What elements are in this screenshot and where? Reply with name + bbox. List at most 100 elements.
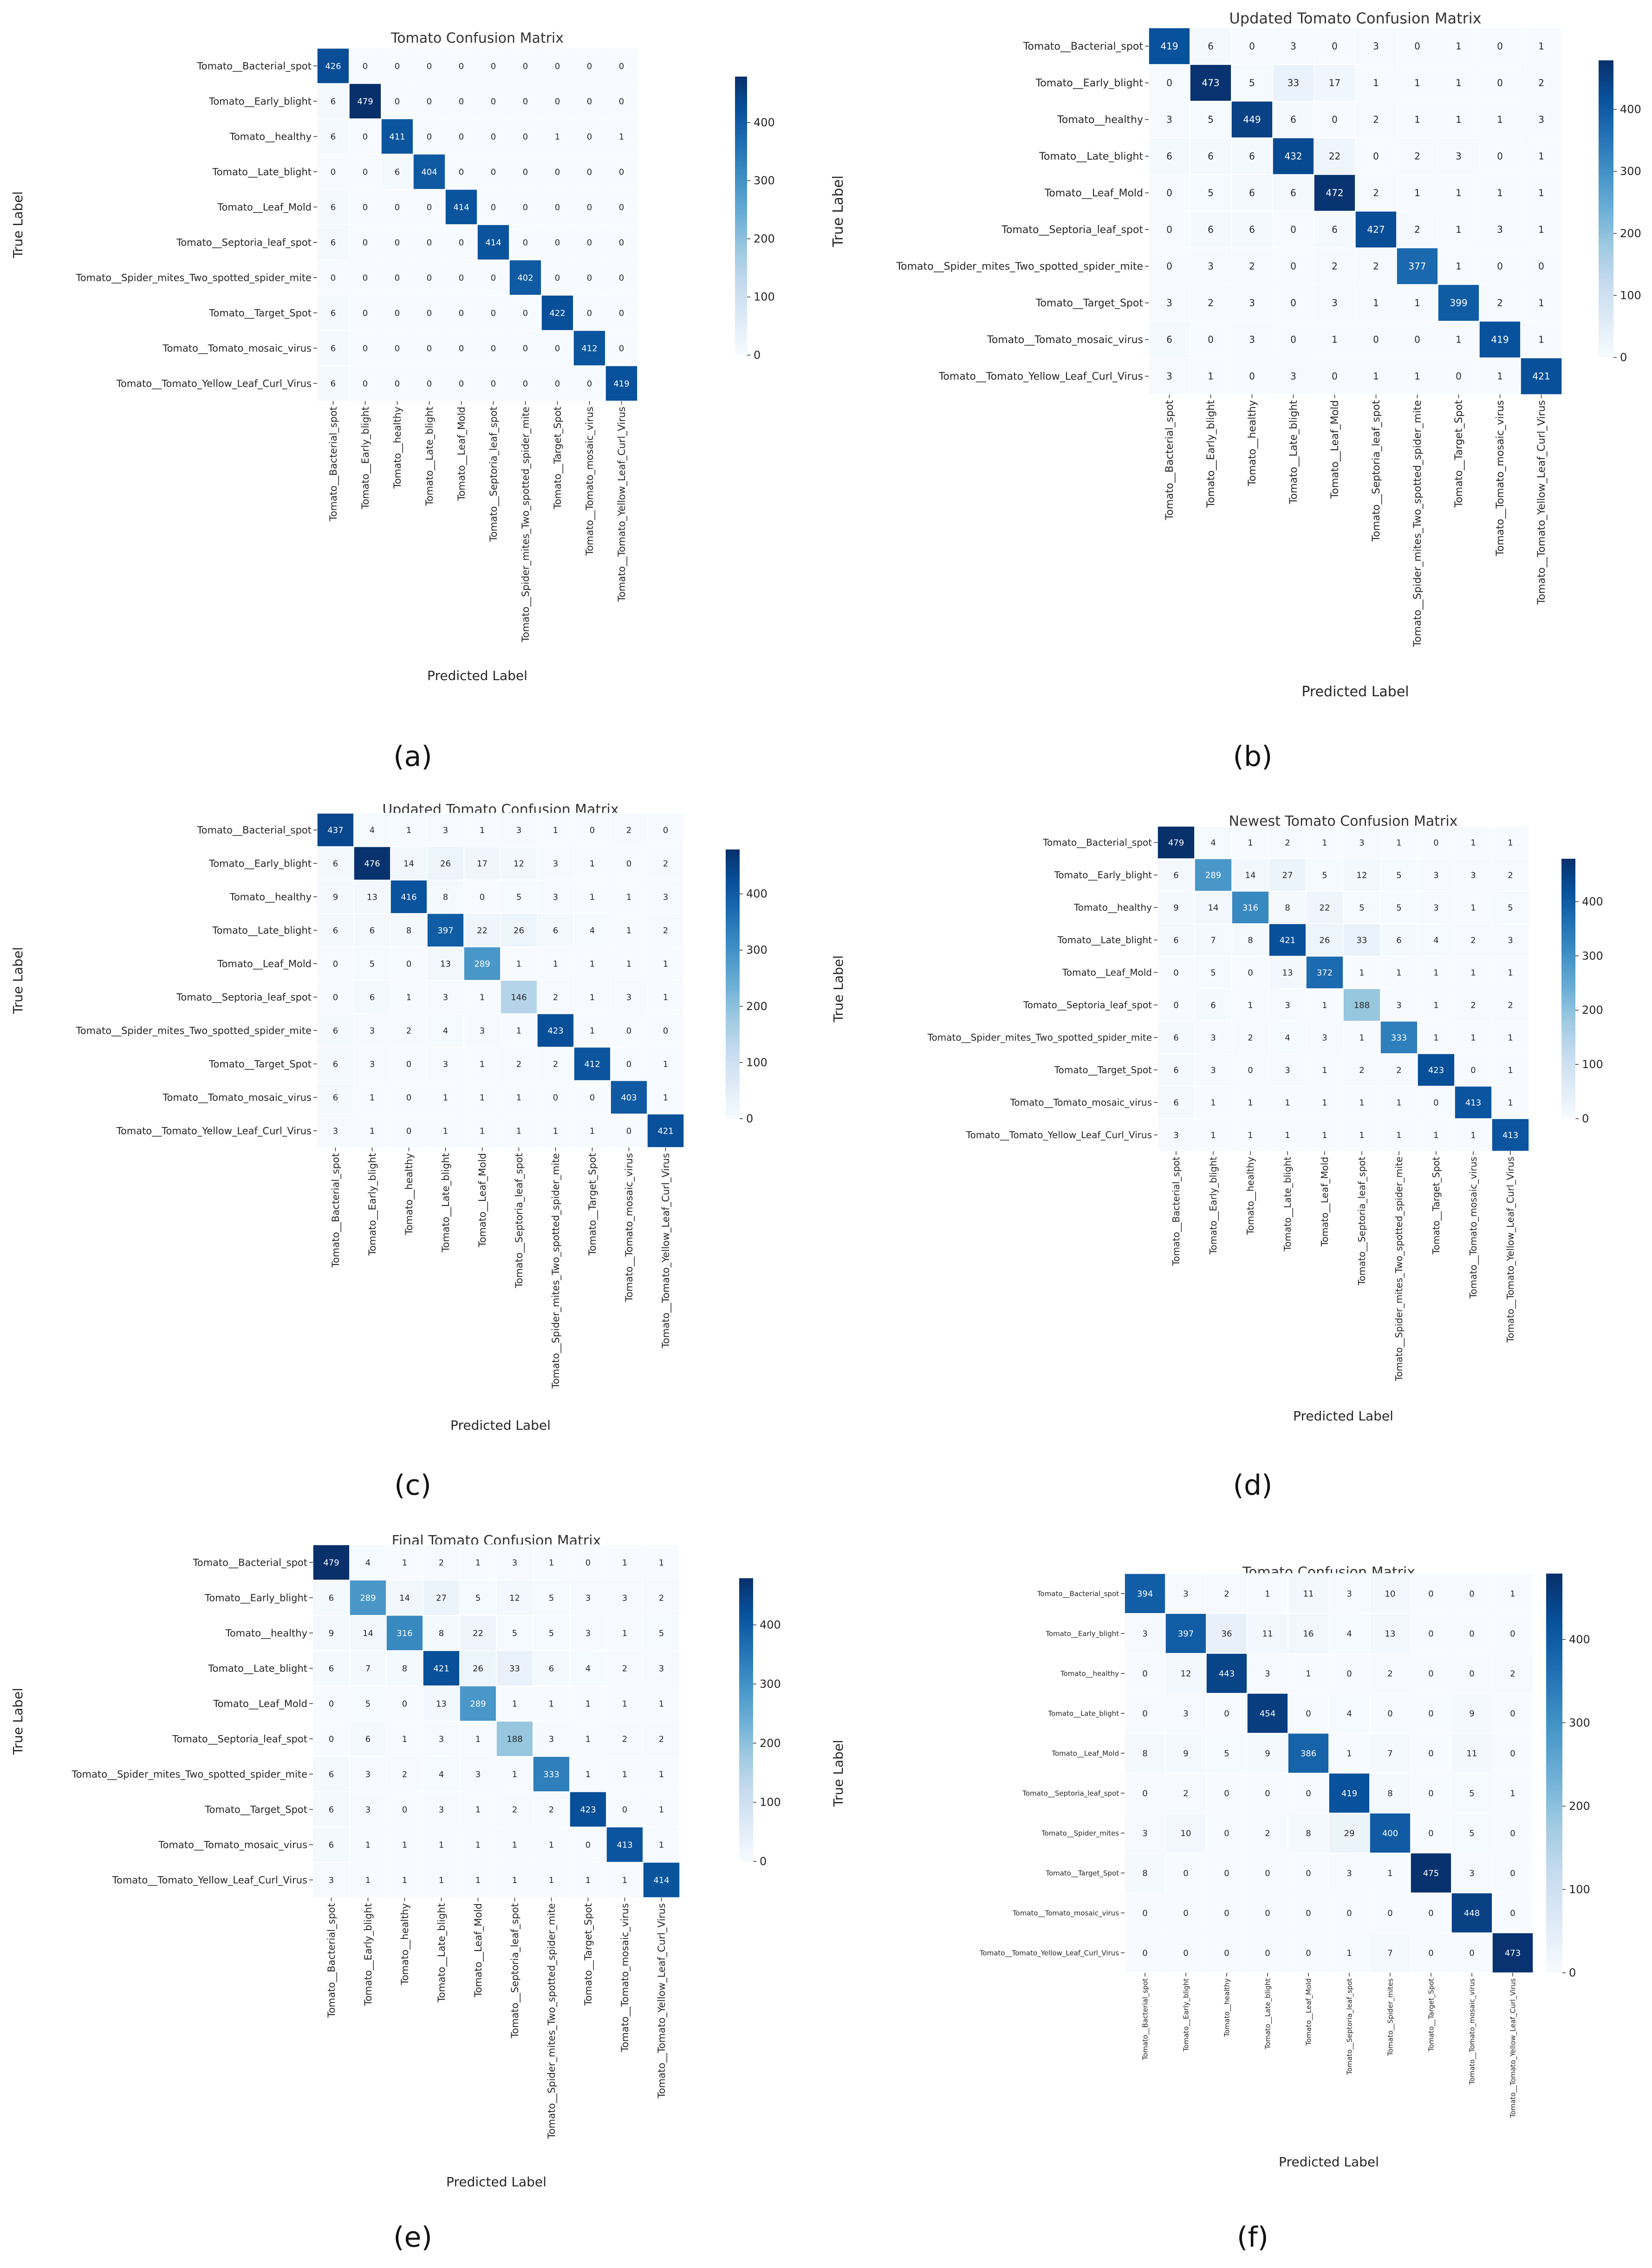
x-tick-label: Tomato__Bacterial_spot	[1164, 400, 1176, 521]
cell-value-label: 4	[1346, 1629, 1352, 1639]
heatmap-cell	[1417, 1086, 1455, 1119]
heatmap-cell	[610, 846, 648, 881]
y-tick-label: Tomato__Target_Spot	[204, 1804, 307, 1815]
cell-value-label: 0	[1428, 1908, 1433, 1918]
colorbar-tick-label: 100	[754, 291, 775, 304]
heatmap-cell	[1343, 858, 1381, 892]
colorbar-tick-label: 100	[760, 1796, 781, 1809]
heatmap-cell	[605, 48, 638, 84]
heatmap-cell	[1148, 284, 1190, 322]
cell-value-label: 26	[1320, 935, 1330, 945]
heatmap-cell	[1190, 174, 1232, 212]
panel-label: (a)	[393, 740, 432, 773]
cell-value-label: 1	[619, 132, 624, 142]
heatmap-cell	[1380, 956, 1418, 989]
cell-value-label: 5	[1359, 903, 1364, 913]
cell-value-label: 0	[1208, 334, 1214, 345]
heatmap-cell	[381, 48, 414, 84]
heatmap-cell	[1369, 1573, 1411, 1614]
cell-value-label: 0	[1142, 1788, 1147, 1798]
cell-value-label: 0	[491, 343, 496, 353]
x-tick-label: Tomato__Tomato_Yellow_Leaf_Curl_Virus	[660, 1153, 672, 1348]
heatmap-cell	[573, 330, 606, 366]
heatmap-cell	[353, 913, 391, 947]
cell-value-label: 0	[555, 238, 560, 247]
cell-value-label: 0	[587, 379, 592, 389]
cell-value-label: 6	[1249, 188, 1255, 199]
cell-value-label: 2	[1508, 870, 1513, 880]
heatmap-cell	[1417, 1053, 1455, 1087]
cell-value-label: 5	[1322, 870, 1327, 880]
heatmap-cell	[381, 295, 414, 331]
heatmap-cell	[1491, 891, 1529, 924]
heatmap-cell	[1355, 137, 1397, 175]
cell-value-label: 0	[555, 61, 560, 71]
heatmap-cell	[496, 1862, 533, 1898]
cell-value-label: 5	[659, 1628, 664, 1638]
cell-value-label: 0	[1224, 1868, 1229, 1878]
heatmap-cell	[1231, 956, 1269, 989]
cell-value-label: 5	[365, 1699, 371, 1709]
y-tick-label: Tomato__Septoria_leaf_spot	[1022, 1789, 1119, 1798]
heatmap-cell	[413, 295, 446, 331]
y-tick-label: Tomato__healthy	[229, 131, 312, 143]
heatmap-cell	[1380, 1053, 1418, 1087]
cell-value-label: 1	[1538, 224, 1544, 235]
cell-value-label: 479	[357, 97, 373, 106]
heatmap-cell	[1124, 1932, 1166, 1973]
cell-value-label: 2	[1538, 78, 1544, 89]
panel-label: (e)	[393, 2221, 432, 2254]
heatmap-cell	[349, 1721, 387, 1757]
cell-value-label: 449	[1243, 114, 1261, 125]
cell-value-label: 0	[1142, 1709, 1147, 1718]
cell-value-label: 6	[333, 926, 338, 935]
cell-value-label: 0	[1142, 1908, 1147, 1918]
cell-value-label: 2	[553, 1059, 558, 1069]
cell-value-label: 1	[1373, 371, 1379, 382]
heatmap-cell	[573, 118, 606, 155]
cell-value-label: 11	[1467, 1749, 1477, 1758]
cell-value-label: 188	[1354, 1000, 1370, 1010]
cell-value-label: 1	[443, 1126, 448, 1136]
colorbar	[739, 1578, 753, 1861]
cell-value-label: 427	[1367, 224, 1385, 235]
heatmap-cell	[1410, 1653, 1452, 1694]
cell-value-label: 6	[329, 1593, 334, 1603]
heatmap-cell	[1314, 101, 1356, 138]
y-tick-label: Tomato__Leaf_Mold	[217, 201, 312, 213]
cell-value-label: 1	[480, 1093, 485, 1102]
heatmap-cell	[1492, 1733, 1534, 1774]
cell-value-label: 1	[663, 992, 668, 1002]
cell-value-label: 1	[1433, 1033, 1438, 1043]
cell-value-label: 0	[663, 1026, 668, 1036]
heatmap-cell	[312, 1791, 350, 1827]
cell-value-label: 1	[1373, 298, 1379, 309]
cell-value-label: 3	[439, 1805, 444, 1814]
cell-value-label: 0	[1497, 151, 1503, 162]
heatmap-cell	[349, 1791, 387, 1827]
heatmap-cell	[643, 1685, 680, 1722]
heatmap-cell	[1417, 1021, 1455, 1054]
cell-value-label: 0	[1510, 1868, 1515, 1878]
cell-value-label: 0	[1306, 1908, 1311, 1918]
heatmap-cell	[1369, 1853, 1411, 1893]
y-tick-label: Tomato__healthy	[1073, 902, 1152, 913]
cell-value-label: 413	[1502, 1130, 1518, 1140]
heatmap-cell	[533, 1650, 570, 1686]
cell-value-label: 27	[436, 1593, 447, 1603]
x-tick-label: Tomato__Target_Spot	[1431, 1157, 1442, 1255]
heatmap-cell	[423, 1791, 460, 1827]
cell-value-label: 2	[1224, 1589, 1229, 1599]
heatmap-cell	[1328, 1733, 1370, 1774]
x-tick-label: Tomato__Late_blight	[424, 407, 436, 506]
cell-value-label: 0	[523, 132, 528, 142]
x-axis-label: Predicted Label	[1301, 684, 1409, 700]
cell-value-label: 3	[1142, 1828, 1147, 1838]
cell-value-label: 479	[323, 1558, 339, 1568]
cell-value-label: 1	[475, 1734, 481, 1744]
cell-value-label: 22	[1329, 151, 1340, 162]
cell-value-label: 3	[1166, 114, 1172, 125]
y-tick-label: Tomato__Tomato_Yellow_Leaf_Curl_Virus	[938, 371, 1143, 382]
cell-value-label: 0	[1428, 1629, 1433, 1639]
cell-value-label: 3	[1166, 298, 1172, 309]
